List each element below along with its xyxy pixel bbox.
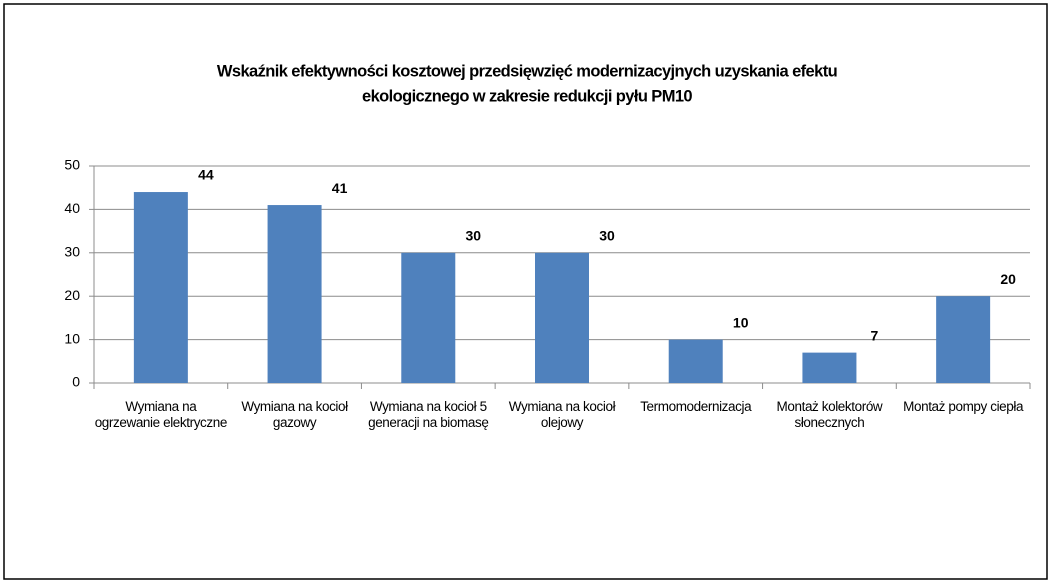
bar <box>668 339 723 383</box>
y-tick-label: 0 <box>72 374 80 390</box>
bar <box>802 352 857 383</box>
x-tick-label: Termomodernizacja <box>640 399 752 414</box>
bar <box>936 296 991 383</box>
data-label: 10 <box>733 314 749 330</box>
y-tick-label: 10 <box>64 330 80 346</box>
chart-title: ekologicznego w zakresie redukcji pyłu P… <box>362 87 692 105</box>
y-tick-label: 40 <box>64 200 80 216</box>
x-tick-label: Montaż kolektorów słonecznych <box>776 399 883 430</box>
x-tick-label: Wymiana na kocioł 5 generacji na biomasę <box>368 399 489 430</box>
bar <box>133 192 188 383</box>
y-tick-label: 50 <box>64 157 80 173</box>
x-tick-label-box: Wymiana na kocioł olejowy <box>508 399 616 430</box>
bar <box>401 252 456 383</box>
data-label: 7 <box>871 327 879 343</box>
data-label: 30 <box>599 228 615 244</box>
x-tick-label-box: Wymiana na kocioł gazowy <box>241 399 348 430</box>
bar <box>267 205 322 383</box>
y-tick-label: 20 <box>64 287 80 303</box>
data-label: 20 <box>1000 271 1016 287</box>
x-tick-label-box: Wymiana na ogrzewanie elektryczne <box>94 399 228 430</box>
bar <box>535 252 589 383</box>
x-tick-label-box: Termomodernizacja <box>640 399 752 414</box>
x-tick-label-box: Wymiana na kocioł 5 generacji na biomasę <box>368 399 489 430</box>
y-tick-label: 30 <box>64 244 80 260</box>
x-tick-label: Wymiana na kocioł gazowy <box>241 399 348 430</box>
data-label: 44 <box>198 167 214 183</box>
x-tick-label: Wymiana na ogrzewanie elektryczne <box>94 399 228 430</box>
data-label: 30 <box>465 228 481 244</box>
x-tick-label: Montaż pompy ciepła <box>903 399 1024 414</box>
x-tick-label-box: Montaż kolektorów słonecznych <box>776 399 883 430</box>
chart-title: Wskaźnik efektywności kosztowej przedsię… <box>217 62 837 80</box>
x-tick-label: Wymiana na kocioł olejowy <box>508 399 616 430</box>
data-label: 41 <box>332 180 348 196</box>
x-tick-label-box: Montaż pompy ciepła <box>903 399 1024 414</box>
